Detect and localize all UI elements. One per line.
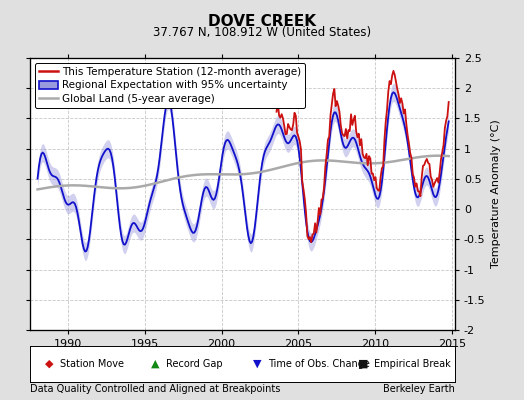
- Text: ■: ■: [358, 359, 369, 369]
- Text: Record Gap: Record Gap: [166, 359, 223, 369]
- Y-axis label: Temperature Anomaly (°C): Temperature Anomaly (°C): [491, 120, 501, 268]
- Text: Empirical Break: Empirical Break: [374, 359, 451, 369]
- Text: Berkeley Earth: Berkeley Earth: [383, 384, 455, 394]
- Text: ▼: ▼: [253, 359, 261, 369]
- Legend: This Temperature Station (12-month average), Regional Expectation with 95% uncer: This Temperature Station (12-month avera…: [35, 63, 305, 108]
- Text: Data Quality Controlled and Aligned at Breakpoints: Data Quality Controlled and Aligned at B…: [30, 384, 280, 394]
- Text: ◆: ◆: [45, 359, 53, 369]
- Text: ▲: ▲: [151, 359, 159, 369]
- Text: 37.767 N, 108.912 W (United States): 37.767 N, 108.912 W (United States): [153, 26, 371, 39]
- Text: DOVE CREEK: DOVE CREEK: [208, 14, 316, 29]
- Text: Time of Obs. Change: Time of Obs. Change: [268, 359, 370, 369]
- Text: Station Move: Station Move: [60, 359, 124, 369]
